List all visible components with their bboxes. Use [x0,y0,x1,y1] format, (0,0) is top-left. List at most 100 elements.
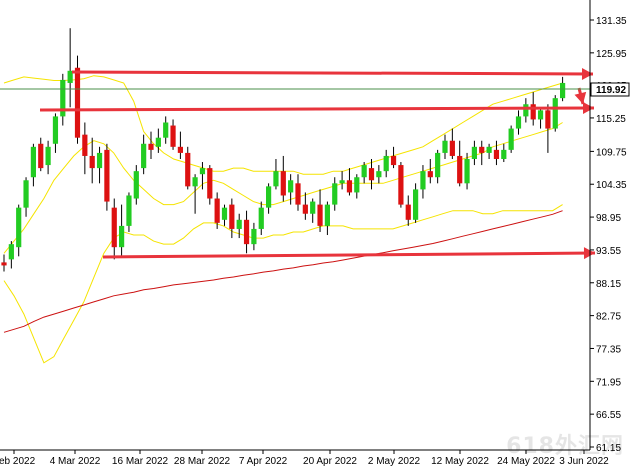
candle-body [346,180,353,193]
candle [449,128,455,159]
candle-body [310,201,316,214]
candle-body [324,204,330,226]
candle [464,152,470,190]
candle [545,104,551,153]
candle-body [104,149,110,202]
candle [324,201,330,236]
candle [177,131,183,159]
y-tick-label: 88.15 [596,279,621,290]
candle [317,189,323,232]
candle [273,158,279,190]
candle-body [479,146,485,153]
candle [523,98,529,123]
candle-body [221,207,228,220]
y-tick-label: 66.55 [596,410,621,421]
candle-body [427,171,433,178]
candle-body [207,168,213,199]
candle [435,149,441,184]
candle-body [89,155,95,169]
candle [199,162,206,190]
candle-body [214,198,220,223]
candle-body [199,168,206,175]
candle [38,137,44,172]
candle [207,165,213,205]
candle [111,198,117,260]
candle-body [192,177,198,187]
candle [170,119,176,150]
y-tick-label: 71.95 [596,377,621,388]
x-tick-label: 4 Mar 2022 [50,456,101,467]
candle [104,143,110,211]
candle-body [560,82,566,99]
candle [413,183,419,223]
bottom-support-arrow-shaft [102,251,596,259]
candle [332,177,338,211]
candle [141,134,147,175]
candle [133,165,139,205]
candle-body [126,195,132,226]
candle-body [96,152,103,169]
candle-body [155,137,161,147]
candle-body [442,140,448,153]
candle [23,177,29,217]
candle [442,134,448,159]
x-tick-label: 28 Mar 2022 [174,456,231,467]
current-price-label: 119.92 [596,85,626,96]
candle-body [273,171,279,187]
mid-support-arrow [39,102,595,115]
candle [266,183,272,214]
candle-body [177,146,183,153]
candle-body [229,204,235,229]
y-tick-label: 131.35 [596,16,627,27]
candle-body [339,180,345,184]
current-price-tag-box [590,82,630,97]
candle [74,55,81,144]
candle-body [45,146,51,166]
candle [16,204,22,257]
trend-arrows [39,67,596,260]
candle [82,122,88,175]
candle [96,146,103,184]
y-axis-ticks: 131.35125.95120.65115.25109.75104.3598.9… [590,16,627,454]
candle [471,140,477,166]
candle-body [530,104,536,120]
candle-body [464,158,470,184]
mid-support-arrow-shaft [39,106,595,112]
candle-body [170,125,176,147]
candle [221,204,228,226]
candle-body [508,128,514,150]
candle-body [8,244,14,260]
candle [288,174,294,205]
candle-body [251,228,257,245]
candle-body [141,143,147,169]
candle [346,168,353,196]
y-tick-label: 82.75 [596,312,621,323]
candle [354,174,360,199]
y-tick-label: 125.95 [596,49,627,60]
candle [148,131,154,159]
top-resistance-arrow-shaft [71,70,594,76]
x-tick-label: 16 Mar 2022 [112,456,169,467]
x-tick-label: 3 Jun 2022 [559,456,609,467]
candle-body [23,180,29,208]
candle [302,192,308,220]
candle-body [332,183,338,205]
candle [361,162,367,184]
candle-body [493,149,500,159]
candle-body [258,207,264,229]
candle-body [243,219,250,245]
candle-body [405,204,411,220]
candle-body [119,225,125,248]
candle [119,204,125,257]
candle-body [185,152,191,187]
candle [376,165,382,184]
candle-body [38,143,44,169]
y-tick-label: 109.75 [596,147,627,158]
candle-body [383,155,389,172]
candle [8,241,14,269]
top-resistance-arrow [71,67,594,80]
candle-body [148,143,154,150]
candle-body [361,165,367,178]
top-resistance-arrow-head [581,67,593,80]
small-down-arrow [574,87,587,105]
